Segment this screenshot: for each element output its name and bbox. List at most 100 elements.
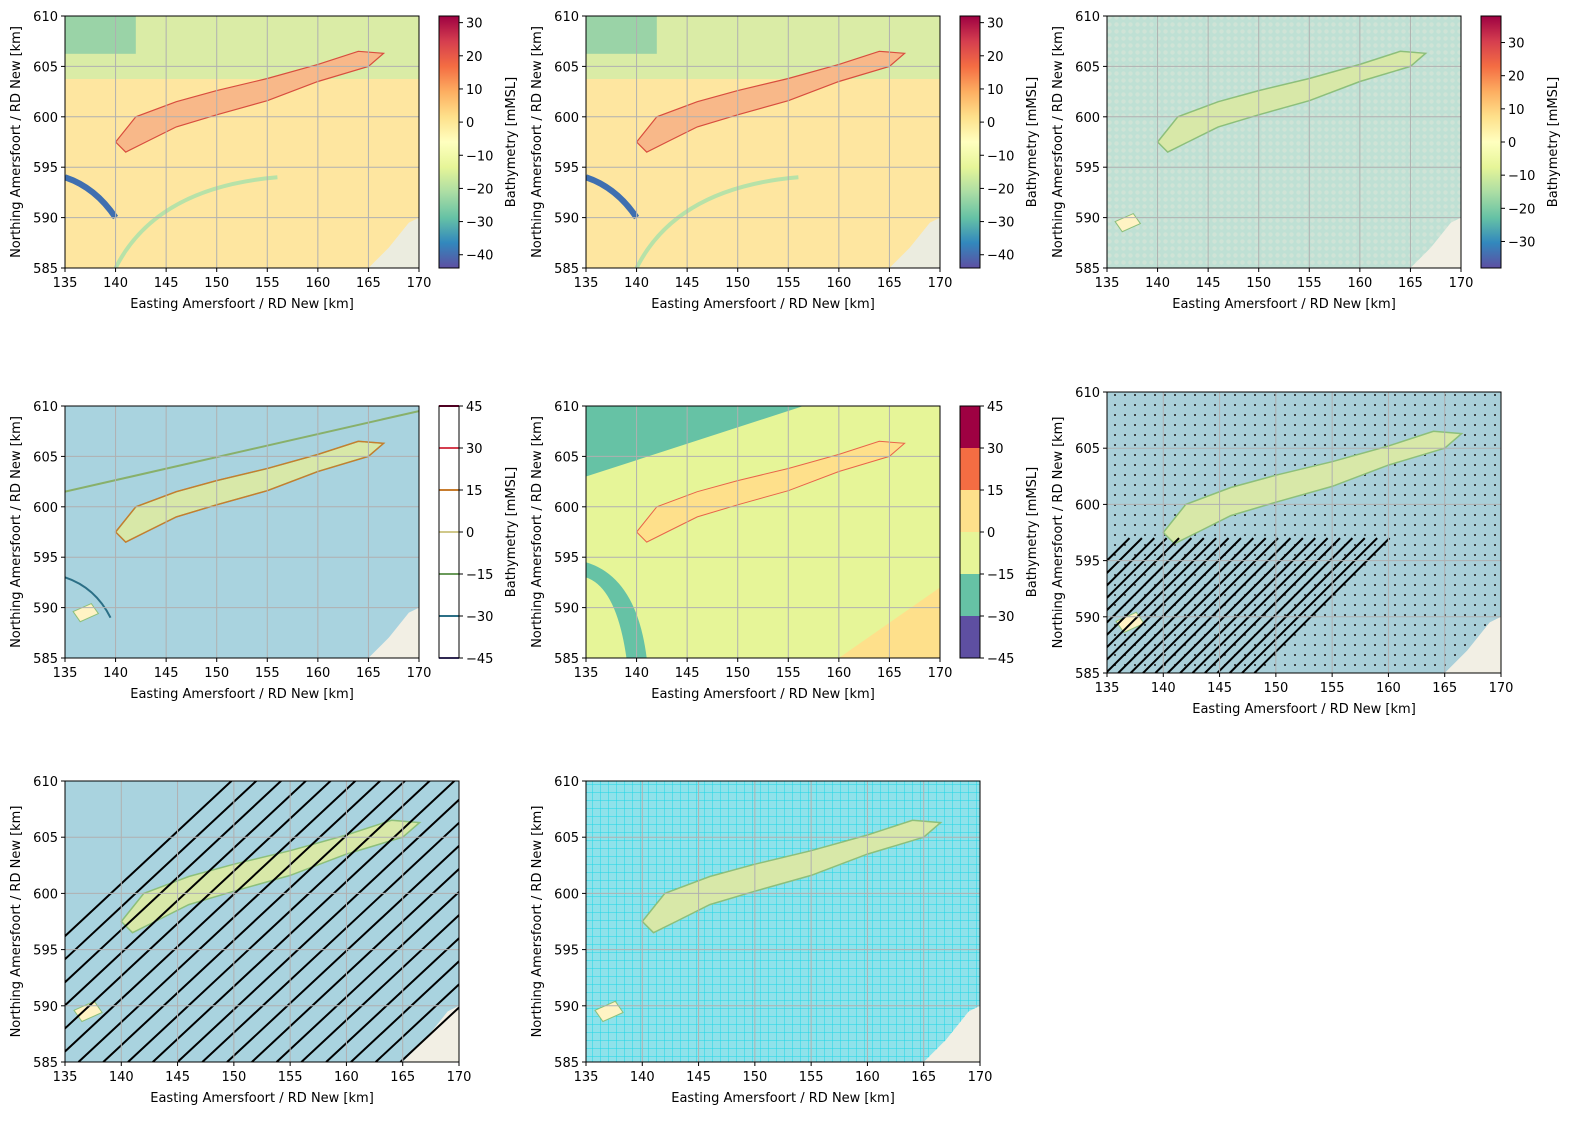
colorbar-tick-label: −20 (1508, 202, 1535, 217)
colorbar-band (960, 574, 980, 616)
x-tick-label: 160 (334, 1070, 359, 1085)
x-tick-label: 145 (675, 666, 700, 681)
y-axis-label: Northing Amersfoort / RD New [km] (530, 806, 545, 1038)
y-tick-label: 595 (33, 551, 58, 566)
chart-panel-5: 135 140 145 150 155 160 165 1705855905956006056… (530, 400, 1040, 702)
y-tick-label: 590 (33, 212, 58, 227)
x-tick-label: 150 (221, 1070, 246, 1085)
island-shape (1162, 430, 1464, 545)
streamline (399, 1006, 459, 1062)
colorbar-frame (959, 15, 981, 269)
x-tick-label: 145 (686, 1070, 711, 1085)
colorbar-tick-label: −10 (1508, 169, 1535, 184)
y-tick-label: 600 (1075, 498, 1100, 513)
streamlines (65, 781, 459, 1062)
x-tick-label: 140 (630, 1070, 655, 1085)
axes-frame (585, 780, 981, 1063)
colorbar-tick-label: −30 (987, 610, 1014, 625)
x-axis-label: Easting Amersfoort / RD New [km] (671, 1091, 895, 1106)
colorbar-label: Bathymetry [mMSL] (1025, 77, 1040, 207)
x-tick-label: 135 (53, 276, 78, 291)
x-tick-label: 145 (154, 666, 179, 681)
island-shape (641, 819, 943, 934)
streamline (251, 867, 459, 1062)
y-tick-label: 585 (554, 652, 579, 667)
x-tick-label: 155 (255, 276, 280, 291)
colorbar: 30 20 10 0 −10 −20 −30 Bathymetry [mMSL] (1480, 15, 1561, 269)
gridlines (64, 780, 460, 1063)
colorbar-tick-label: 30 (987, 442, 1004, 457)
x-tick-label: 140 (1145, 276, 1170, 291)
y-tick-label: 605 (554, 831, 579, 846)
x-tick-label: 150 (204, 276, 229, 291)
streamline (201, 821, 459, 1062)
plot-area (1107, 392, 1501, 673)
x-tick-label: 140 (624, 276, 649, 291)
x-tick-label: 140 (624, 666, 649, 681)
raster-tidal-channel (113, 175, 278, 268)
x-tick-label: 170 (447, 1070, 472, 1085)
streamline (275, 890, 459, 1062)
contour-line (65, 410, 419, 493)
mainland-shape (368, 217, 419, 268)
x-tick-label: 160 (305, 276, 330, 291)
colorbar-fill (439, 16, 459, 268)
y-tick-label: 585 (33, 262, 58, 277)
y-tick-label: 585 (33, 652, 58, 667)
y-tick-label: 585 (33, 1056, 58, 1071)
y-tick-label: 605 (33, 60, 58, 75)
colorbar-tick-label: −30 (466, 610, 493, 625)
y-tick-label: 610 (554, 10, 579, 25)
colorbar-band (960, 406, 980, 448)
y-axis-label: Northing Amersfoort / RD New [km] (9, 26, 24, 258)
streamline (65, 781, 258, 961)
colorbar-tick-label: 0 (987, 116, 995, 131)
x-tick-label: 150 (725, 666, 750, 681)
colorbar-tick-label: −40 (987, 249, 1014, 264)
island-shape (635, 440, 906, 543)
colorbar-tick-label: 10 (987, 83, 1004, 98)
y-tick-label: 595 (554, 551, 579, 566)
y-tick-label: 605 (554, 450, 579, 465)
colorbar-tick-label: −10 (987, 149, 1014, 164)
colorbar-tick-label: −30 (466, 216, 493, 231)
colorbar-tick-label: 30 (1508, 37, 1525, 52)
colorbar-band (960, 616, 980, 658)
colorbar-tick-label: 0 (466, 526, 474, 541)
plot-area (586, 781, 980, 1062)
y-axis-label: Northing Amersfoort / RD New [km] (530, 416, 545, 648)
colorbar-tick-label: −45 (466, 652, 493, 667)
chart-panel-3: 135 140 145 150 155 160 165 170 585 590 595 600 605 6… (1051, 10, 1561, 312)
x-tick-label: 155 (278, 1070, 303, 1085)
x-tick-label: 165 (390, 1070, 415, 1085)
x-tick-label: 170 (928, 276, 953, 291)
y-tick-label: 600 (33, 887, 58, 902)
colorbar-tick-label: 30 (466, 442, 483, 457)
x-axis-label: Easting Amersfoort / RD New [km] (130, 297, 354, 312)
x-tick-label: 145 (1207, 681, 1232, 696)
streamline (325, 936, 459, 1062)
islet-shape (73, 1000, 103, 1023)
colorbar-tick-label: −45 (987, 652, 1014, 667)
y-tick-label: 590 (554, 212, 579, 227)
colorbar: 45 30 15 0 −15 −30 −45 Bathymetry [mMSL] (438, 400, 519, 667)
x-tick-label: 140 (103, 276, 128, 291)
y-tick-label: 600 (1075, 111, 1100, 126)
y-tick-label: 585 (1075, 262, 1100, 277)
x-tick-label: 150 (742, 1070, 767, 1085)
colorbar-tick-label: −30 (1508, 235, 1535, 250)
contourf-channel (586, 562, 647, 658)
x-tick-label: 145 (1196, 276, 1221, 291)
chart-panel-8: 135 140 145 150 155 160 165 170 585 590 595 600 605 6… (530, 775, 992, 1106)
x-tick-label: 170 (407, 276, 432, 291)
axes-frame (1106, 391, 1502, 674)
streamline (102, 781, 407, 1062)
streamline (350, 959, 459, 1062)
y-tick-label: 605 (554, 60, 579, 75)
colorbar-tick-label: −15 (987, 568, 1014, 583)
colorbar-tick-label: 30 (987, 17, 1004, 32)
contour-line (114, 440, 386, 543)
x-tick-label: 140 (1151, 681, 1176, 696)
streamline (375, 983, 459, 1062)
y-tick-label: 590 (554, 602, 579, 617)
